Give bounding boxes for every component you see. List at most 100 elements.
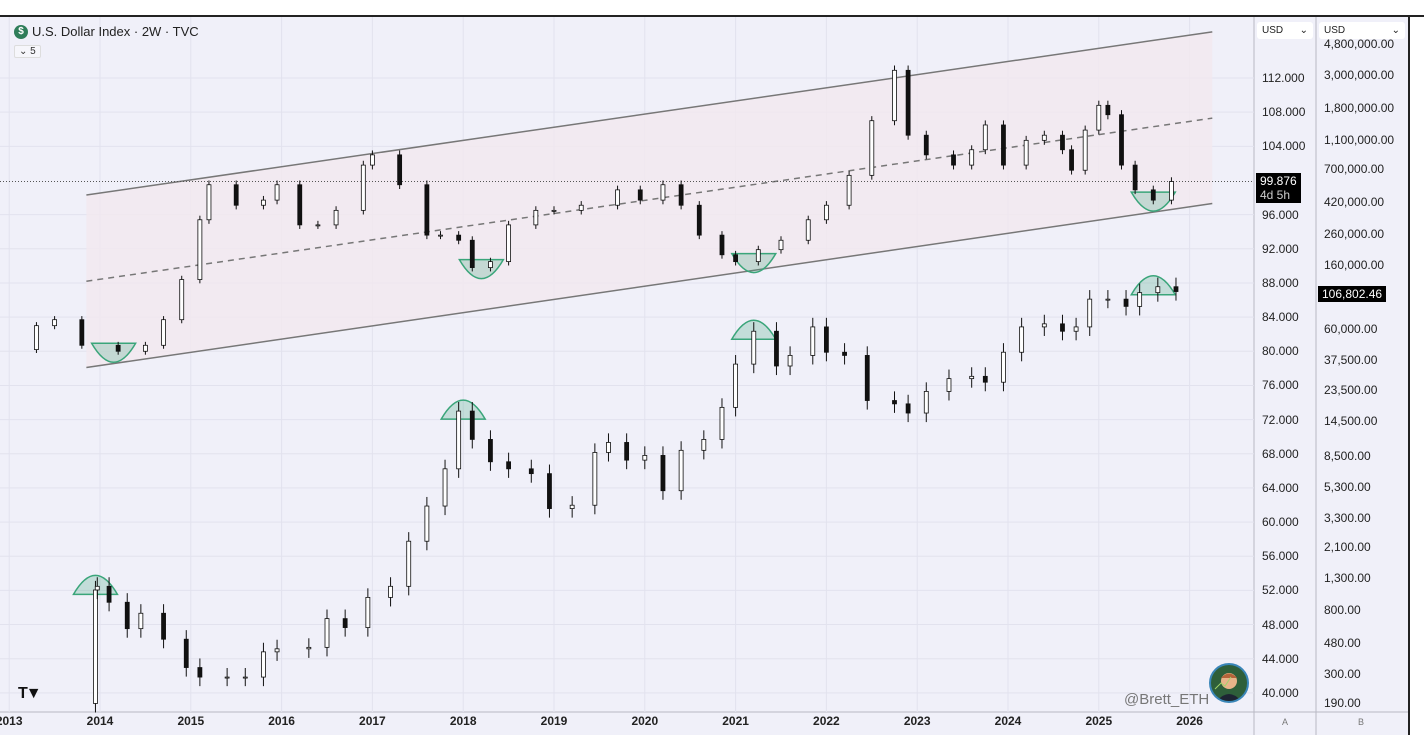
author-watermark: @Brett_ETH <box>1124 691 1210 708</box>
left-axis-currency-select[interactable]: USD ⌄ <box>1257 22 1313 39</box>
btc-candle <box>106 585 112 603</box>
dxy-candle <box>1119 114 1124 166</box>
dxy-candle <box>892 69 897 122</box>
btc-candle <box>624 442 630 461</box>
time-axis-tick: 2020 <box>631 714 659 728</box>
btc-candle <box>469 410 475 440</box>
price-chart[interactable] <box>0 17 1408 735</box>
btc-candle <box>642 455 648 461</box>
left-axis-tick: 40.000 <box>1262 685 1299 700</box>
dxy-candle <box>551 209 557 212</box>
right-axis-tick: 190.00 <box>1324 696 1361 711</box>
btc-candle <box>678 449 684 492</box>
dxy-candle <box>438 234 443 237</box>
right-axis-tick: 480.00 <box>1324 636 1361 651</box>
btc-candle <box>183 638 189 668</box>
dxy-candle <box>905 69 911 136</box>
last-price: 99.876 <box>1260 174 1297 188</box>
btc-candle <box>528 468 534 475</box>
dxy-candle <box>1096 104 1102 131</box>
dxy-candle <box>1069 149 1074 171</box>
left-axis-tick: 108.000 <box>1262 105 1306 120</box>
dxy-candle <box>297 184 303 226</box>
time-axis-tick: 2021 <box>722 714 749 728</box>
btc-candle <box>892 400 897 405</box>
left-currency-label: USD <box>1262 25 1284 36</box>
dxy-candle <box>179 279 185 321</box>
btc-candle <box>261 651 266 678</box>
btc-candle <box>824 326 829 353</box>
btc-candle <box>94 585 100 591</box>
indicators-collapse-button[interactable]: ⌄ 5 <box>14 45 41 58</box>
chevron-down-icon: ⌄ <box>19 46 28 57</box>
symbol-legend[interactable]: $ U.S. Dollar Index · 2W · TVC <box>14 24 199 39</box>
dxy-candle <box>488 261 493 268</box>
highlight-peak-arc <box>439 399 487 420</box>
dxy-candle <box>115 344 121 352</box>
left-axis-tick: 48.000 <box>1262 617 1299 632</box>
btc-candle <box>306 646 312 650</box>
btc-candle <box>161 612 166 640</box>
time-axis-tick: 2013 <box>0 714 23 728</box>
left-axis-tick: 92.000 <box>1262 241 1299 256</box>
btc-candle <box>1019 326 1025 353</box>
btc-candle <box>751 330 757 365</box>
dxy-candle <box>456 234 462 241</box>
dxy-candle <box>869 120 875 176</box>
time-axis-tick: 2017 <box>359 714 386 728</box>
dxy-candle <box>397 154 403 186</box>
dxy-candle <box>805 219 811 241</box>
btc-candle <box>569 504 575 509</box>
right-axis-id: B <box>1358 717 1365 727</box>
left-axis-tick: 112.000 <box>1262 71 1305 85</box>
dxy-candle <box>274 184 280 201</box>
right-axis-tick: 800.00 <box>1324 602 1361 617</box>
dxy-candle <box>1132 164 1138 191</box>
dxy-candle <box>506 224 512 263</box>
dxy-candle <box>206 184 212 221</box>
bar-countdown: 4d 5h <box>1260 188 1291 202</box>
dxy-candle <box>1023 139 1029 166</box>
dxy-candle <box>637 189 643 201</box>
btc-candle <box>124 601 130 630</box>
left-axis-tick: 88.000 <box>1262 275 1299 290</box>
dxy-last-price-label: 99.876 4d 5h <box>1256 173 1301 203</box>
dxy-candle <box>678 184 684 206</box>
dxy-candle <box>1001 124 1006 166</box>
highlight-peak-arc <box>1129 275 1177 296</box>
btc-candle <box>1087 298 1093 328</box>
dxy-candle <box>1150 189 1156 201</box>
btc-candle <box>1060 323 1065 332</box>
btc-candle <box>1123 298 1129 307</box>
time-axis-tick: 2018 <box>449 714 477 728</box>
channel-fill <box>86 31 1213 368</box>
btc-candle <box>701 439 707 451</box>
time-axis-tick: 2025 <box>1085 714 1113 728</box>
dxy-candle <box>615 189 620 206</box>
btc-candle <box>224 676 230 679</box>
btc-candle <box>406 540 412 587</box>
dxy-candle <box>161 319 166 346</box>
right-axis-tick: 260,000.00 <box>1324 226 1385 241</box>
left-axis-tick: 96.000 <box>1262 207 1299 222</box>
trendline-channel-upper <box>86 31 1213 196</box>
left-axis-tick: 68.000 <box>1262 446 1299 461</box>
dxy-candle <box>315 224 321 227</box>
btc-candle <box>1137 292 1143 307</box>
right-axis-tick: 14,500.00 <box>1324 414 1378 429</box>
time-axis-tick: 2026 <box>1176 714 1203 728</box>
dxy-candle <box>1105 104 1111 116</box>
btc-candle <box>787 355 793 367</box>
price-axis-area <box>1254 17 1408 712</box>
dxy-candle <box>578 204 584 211</box>
tradingview-logo[interactable]: T▼ <box>18 685 42 702</box>
dollar-circle-icon: $ <box>14 24 28 39</box>
right-axis-currency-select[interactable]: USD ⌄ <box>1319 22 1405 39</box>
time-axis-tick: 2015 <box>177 714 205 728</box>
btc-candle <box>274 648 280 653</box>
btc-candle <box>424 505 430 542</box>
dxy-candle <box>1169 181 1174 201</box>
btc-candle <box>946 378 952 392</box>
btc-candle <box>606 442 611 453</box>
dxy-candle <box>846 174 852 206</box>
